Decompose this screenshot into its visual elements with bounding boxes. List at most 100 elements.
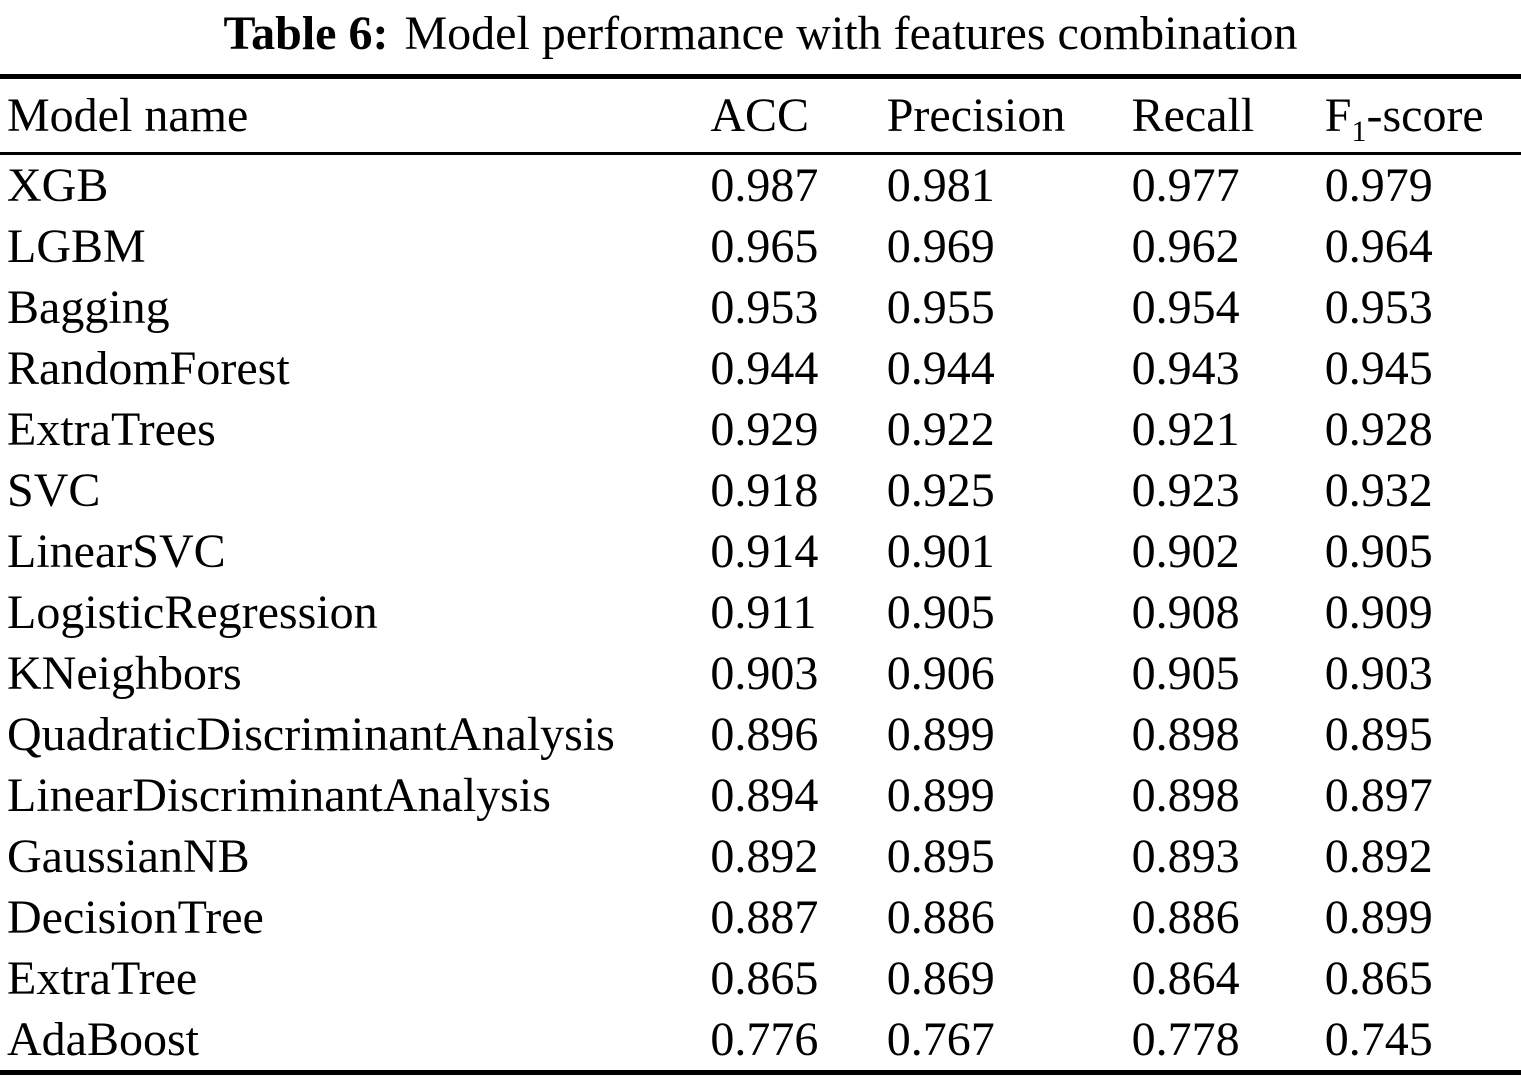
acc-cell: 0.894	[710, 769, 819, 822]
acc-cell: 0.887	[710, 891, 819, 944]
model-name-cell: LGBM	[7, 220, 146, 273]
model-name-cell: Bagging	[7, 281, 170, 334]
acc-cell: 0.987	[710, 159, 819, 212]
table-row: XGB 0.987 0.981 0.977 0.979	[0, 154, 1521, 217]
precision-cell: 0.906	[886, 647, 995, 700]
f1-cell: 0.905	[1324, 525, 1433, 578]
model-name-cell: LinearDiscriminantAnalysis	[7, 769, 551, 822]
table-row: AdaBoost 0.776 0.767 0.778 0.745	[0, 1009, 1521, 1073]
header-row: Model name ACC Precision Recall F1-score	[0, 76, 1521, 155]
header-f1-score: F1-score	[1324, 76, 1521, 155]
model-name-cell: LogisticRegression	[7, 586, 378, 639]
recall-cell: 0.864	[1131, 952, 1240, 1005]
f1-cell: 0.979	[1324, 159, 1433, 212]
precision-cell: 0.925	[886, 464, 995, 517]
f1-prefix: F	[1324, 89, 1352, 142]
f1-subscript: 1	[1351, 115, 1367, 148]
precision-cell: 0.895	[886, 830, 995, 883]
recall-cell: 0.977	[1131, 159, 1240, 212]
recall-cell: 0.954	[1131, 281, 1240, 334]
model-name-cell: GaussianNB	[7, 830, 250, 883]
f1-cell: 0.953	[1324, 281, 1433, 334]
recall-cell: 0.902	[1131, 525, 1240, 578]
f1-cell: 0.745	[1324, 1013, 1433, 1066]
f1-cell: 0.964	[1324, 220, 1433, 273]
acc-cell: 0.965	[710, 220, 819, 273]
table-row: LogisticRegression 0.911 0.905 0.908 0.9…	[0, 582, 1521, 643]
model-name-cell: XGB	[7, 159, 109, 212]
recall-cell: 0.905	[1131, 647, 1240, 700]
model-performance-table: Model name ACC Precision Recall F1-score…	[0, 74, 1521, 1075]
precision-cell: 0.886	[886, 891, 995, 944]
model-name-cell: SVC	[7, 464, 101, 517]
table-row: ExtraTree 0.865 0.869 0.864 0.865	[0, 948, 1521, 1009]
precision-cell: 0.905	[886, 586, 995, 639]
model-name-cell: ExtraTree	[7, 952, 198, 1005]
f1-cell: 0.892	[1324, 830, 1433, 883]
f1-cell: 0.899	[1324, 891, 1433, 944]
table-row: RandomForest 0.944 0.944 0.943 0.945	[0, 338, 1521, 399]
recall-cell: 0.943	[1131, 342, 1240, 395]
header-precision: Precision	[886, 76, 1132, 155]
header-acc: ACC	[710, 76, 887, 155]
table-row: GaussianNB 0.892 0.895 0.893 0.892	[0, 826, 1521, 887]
table-row: KNeighbors 0.903 0.906 0.905 0.903	[0, 643, 1521, 704]
acc-cell: 0.865	[710, 952, 819, 1005]
f1-cell: 0.945	[1324, 342, 1433, 395]
header-model-name: Model name	[0, 76, 711, 155]
acc-cell: 0.914	[710, 525, 819, 578]
f1-suffix: -score	[1366, 89, 1484, 142]
model-name-cell: RandomForest	[7, 342, 290, 395]
model-name-cell: KNeighbors	[7, 647, 242, 700]
acc-cell: 0.892	[710, 830, 819, 883]
precision-cell: 0.969	[886, 220, 995, 273]
recall-cell: 0.898	[1131, 769, 1240, 822]
f1-cell: 0.897	[1324, 769, 1433, 822]
precision-cell: 0.869	[886, 952, 995, 1005]
model-name-cell: ExtraTrees	[7, 403, 216, 456]
f1-cell: 0.928	[1324, 403, 1433, 456]
recall-cell: 0.778	[1131, 1013, 1240, 1066]
table-row: LGBM 0.965 0.969 0.962 0.964	[0, 216, 1521, 277]
table-caption-text: Model performance with features combinat…	[404, 7, 1298, 60]
f1-cell: 0.903	[1324, 647, 1433, 700]
table-row: SVC 0.918 0.925 0.923 0.932	[0, 460, 1521, 521]
model-name-cell: QuadraticDiscriminantAnalysis	[7, 708, 615, 761]
f1-cell: 0.865	[1324, 952, 1433, 1005]
table-row: QuadraticDiscriminantAnalysis 0.896 0.89…	[0, 704, 1521, 765]
recall-cell: 0.921	[1131, 403, 1240, 456]
model-name-cell: AdaBoost	[7, 1013, 199, 1066]
acc-cell: 0.918	[710, 464, 819, 517]
recall-cell: 0.893	[1131, 830, 1240, 883]
precision-cell: 0.922	[886, 403, 995, 456]
precision-cell: 0.899	[886, 769, 995, 822]
acc-cell: 0.911	[710, 586, 817, 639]
precision-cell: 0.901	[886, 525, 995, 578]
recall-cell: 0.962	[1131, 220, 1240, 273]
table-row: LinearDiscriminantAnalysis 0.894 0.899 0…	[0, 765, 1521, 826]
recall-cell: 0.923	[1131, 464, 1240, 517]
model-name-cell: LinearSVC	[7, 525, 226, 578]
acc-cell: 0.944	[710, 342, 819, 395]
precision-cell: 0.955	[886, 281, 995, 334]
acc-cell: 0.929	[710, 403, 819, 456]
precision-cell: 0.981	[886, 159, 995, 212]
table-caption-label: Table 6:	[223, 7, 389, 60]
table-row: Bagging 0.953 0.955 0.954 0.953	[0, 277, 1521, 338]
acc-cell: 0.776	[710, 1013, 819, 1066]
precision-cell: 0.767	[886, 1013, 995, 1066]
header-recall: Recall	[1131, 76, 1325, 155]
table-caption: Table 6: Model performance with features …	[0, 0, 1521, 74]
precision-cell: 0.899	[886, 708, 995, 761]
table-row: DecisionTree 0.887 0.886 0.886 0.899	[0, 887, 1521, 948]
model-name-cell: DecisionTree	[7, 891, 264, 944]
table-row: ExtraTrees 0.929 0.922 0.921 0.928	[0, 399, 1521, 460]
f1-cell: 0.932	[1324, 464, 1433, 517]
acc-cell: 0.953	[710, 281, 819, 334]
acc-cell: 0.903	[710, 647, 819, 700]
recall-cell: 0.898	[1131, 708, 1240, 761]
f1-cell: 0.909	[1324, 586, 1433, 639]
f1-cell: 0.895	[1324, 708, 1433, 761]
acc-cell: 0.896	[710, 708, 819, 761]
